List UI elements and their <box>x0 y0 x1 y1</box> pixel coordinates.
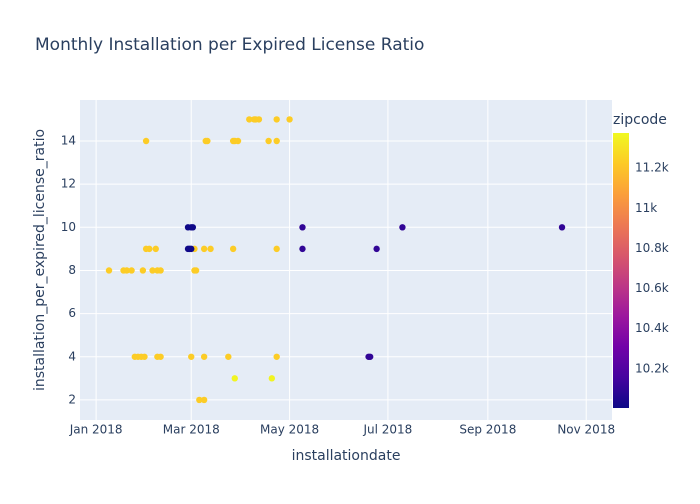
y-tick-label: 14 <box>61 133 76 147</box>
point <box>558 224 566 231</box>
point <box>366 353 374 360</box>
point <box>146 245 153 253</box>
x-axis-title: installationdate <box>292 448 401 464</box>
point <box>273 245 280 253</box>
plot-area <box>80 100 612 420</box>
x-tick-label: Sep 2018 <box>459 423 516 437</box>
point <box>200 245 208 253</box>
point <box>229 245 237 253</box>
point <box>299 245 306 253</box>
point <box>123 267 130 274</box>
y-tick-label: 2 <box>68 392 76 406</box>
y-tick-label: 8 <box>68 263 76 277</box>
y-tick-label: 6 <box>68 306 76 320</box>
point <box>141 353 148 360</box>
colorbar-tick-label: 10.8k <box>635 241 669 255</box>
x-tick-label: May 2018 <box>260 423 319 437</box>
colorbar-tick-label: 11.2k <box>635 161 669 175</box>
x-tick-label: Mar 2018 <box>163 423 220 437</box>
point <box>299 224 306 231</box>
point <box>207 245 214 253</box>
point <box>204 137 211 145</box>
x-tick-label: Nov 2018 <box>557 423 615 437</box>
point <box>188 245 195 253</box>
colorbar-tick-label: 10.2k <box>635 361 669 375</box>
point <box>192 267 200 274</box>
point <box>188 353 195 360</box>
point <box>149 267 156 274</box>
colorbar-tick-label: 10.6k <box>635 281 669 295</box>
y-tick-label: 4 <box>68 349 76 363</box>
y-tick-label: 12 <box>61 177 76 191</box>
point <box>273 353 280 360</box>
y-tick-label: 10 <box>61 220 76 234</box>
point <box>189 224 197 231</box>
point <box>225 353 232 360</box>
x-tick-label: Jul 2018 <box>362 423 412 437</box>
colorbar-tick-label: 11k <box>635 201 657 215</box>
colorbar-tick-label: 10.4k <box>635 321 669 335</box>
point <box>399 224 406 231</box>
point <box>273 116 280 123</box>
colorbar <box>613 133 629 408</box>
point <box>373 245 380 253</box>
point <box>128 267 135 274</box>
point <box>265 137 272 145</box>
point <box>268 375 276 382</box>
point <box>139 267 147 274</box>
y-axis-title: installation_per_expired_license_ratio <box>32 129 48 391</box>
point <box>200 353 208 360</box>
point <box>142 137 150 145</box>
point <box>105 267 113 274</box>
chart-title: Monthly Installation per Expired License… <box>35 35 424 55</box>
point <box>273 137 280 145</box>
x-tick-label: Jan 2018 <box>69 423 123 437</box>
point <box>255 116 263 123</box>
point <box>196 396 203 404</box>
point <box>200 396 208 404</box>
point <box>246 116 253 123</box>
point <box>234 137 242 145</box>
point <box>286 116 293 123</box>
point <box>231 375 238 382</box>
point <box>157 267 164 274</box>
point <box>157 353 164 360</box>
point <box>152 245 159 253</box>
colorbar-title: zipcode <box>613 112 667 128</box>
